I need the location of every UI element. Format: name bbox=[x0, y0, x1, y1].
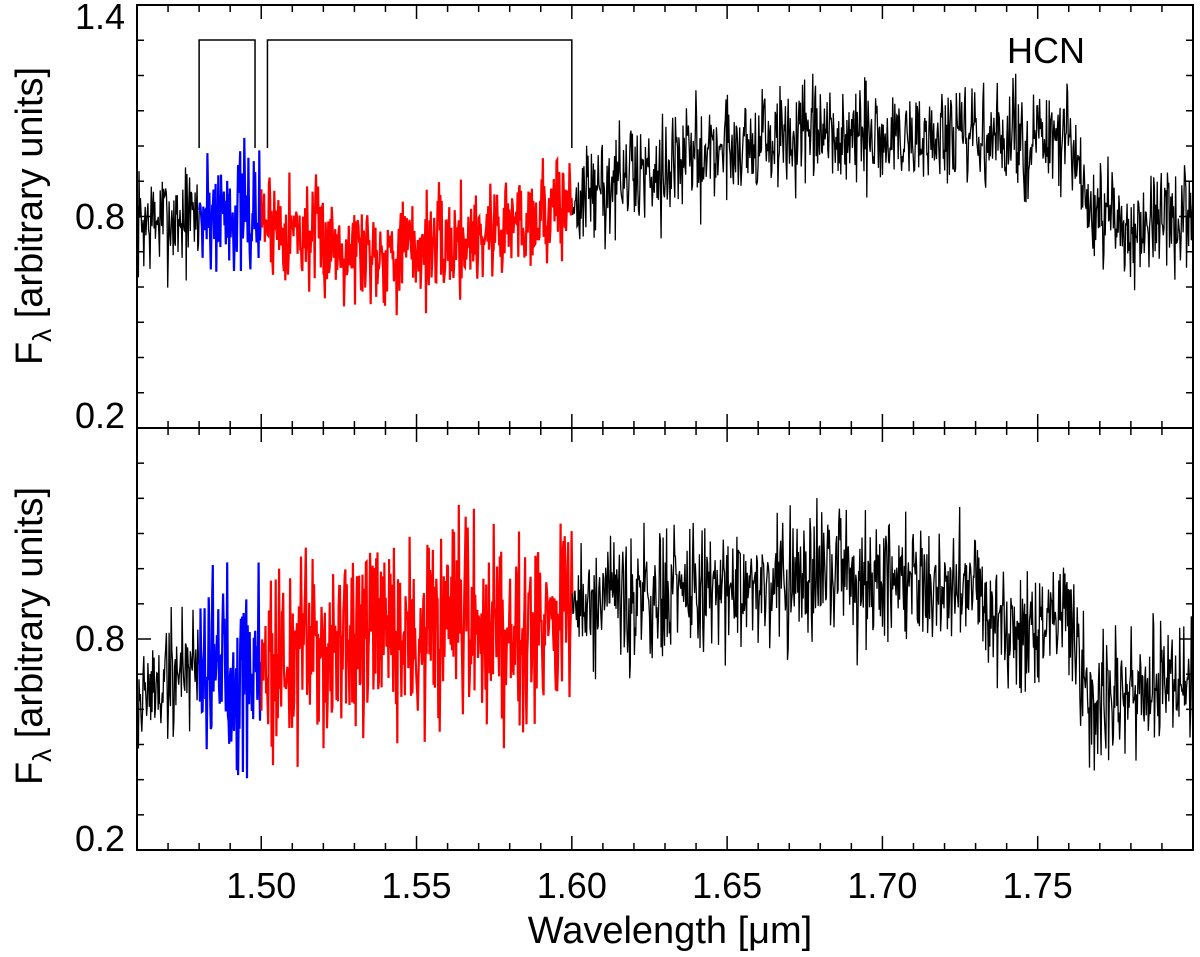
spectrum-line-blue-band bbox=[198, 137, 263, 272]
x-tick-label: 1.75 bbox=[1003, 865, 1073, 906]
top-plot-area bbox=[136, 73, 1194, 316]
bottom-ytick-label: 0.8 bbox=[75, 618, 125, 659]
top-brackets bbox=[198, 39, 573, 148]
bottom-tick-marks bbox=[136, 427, 1194, 851]
spectrum-line-right bbox=[571, 73, 1194, 291]
top-annotation: HCN bbox=[1007, 30, 1085, 71]
band-bracket bbox=[266, 39, 573, 148]
spectrum-line-red-band bbox=[260, 504, 574, 767]
x-tick-label: 1.65 bbox=[692, 865, 762, 906]
bottom-plot-area bbox=[136, 497, 1194, 779]
x-tick-label: 1.60 bbox=[537, 865, 607, 906]
spectrum-line-left bbox=[136, 167, 200, 288]
spectrum-line-left bbox=[136, 606, 200, 749]
x-tick-label: 1.55 bbox=[381, 865, 451, 906]
top-ytick-label: 0.8 bbox=[75, 196, 125, 237]
bottom-ylabel-sub: λ bbox=[27, 749, 57, 762]
top-panel: HCN 1.4 0.8 0.2 Fλ [arbitrary units] bbox=[9, 0, 1194, 436]
spectrum-line-right bbox=[571, 497, 1194, 771]
top-ylabel-sub: λ bbox=[27, 329, 57, 342]
top-ytick-label: 0.2 bbox=[75, 395, 125, 436]
top-tick-marks bbox=[136, 4, 1194, 429]
bottom-ylabel: Fλ [arbitrary units] bbox=[9, 487, 57, 785]
band-bracket bbox=[198, 39, 256, 148]
bottom-ytick-label: 0.2 bbox=[75, 818, 125, 859]
bottom-ylabel-tail: [arbitrary units] bbox=[9, 487, 51, 749]
x-tick-labels: 1.50 1.55 1.60 1.65 1.70 1.75 bbox=[226, 865, 1073, 906]
spectrum-line-red-band bbox=[260, 155, 574, 316]
x-tick-label: 1.50 bbox=[226, 865, 296, 906]
spectrum-line-blue-band bbox=[198, 562, 263, 779]
top-ylabel-tail: [arbitrary units] bbox=[9, 67, 51, 329]
top-ytick-label: 1.4 bbox=[75, 0, 125, 37]
top-ylabel-f: F bbox=[9, 342, 51, 365]
bottom-panel: 0.8 0.2 Fλ [arbitrary units] 1.50 1.55 1.6… bbox=[9, 427, 1194, 952]
top-ylabel: Fλ [arbitrary units] bbox=[9, 67, 57, 365]
x-tick-label: 1.70 bbox=[847, 865, 917, 906]
x-axis-label: Wavelength [μm] bbox=[528, 910, 812, 952]
bottom-ylabel-f: F bbox=[9, 762, 51, 785]
